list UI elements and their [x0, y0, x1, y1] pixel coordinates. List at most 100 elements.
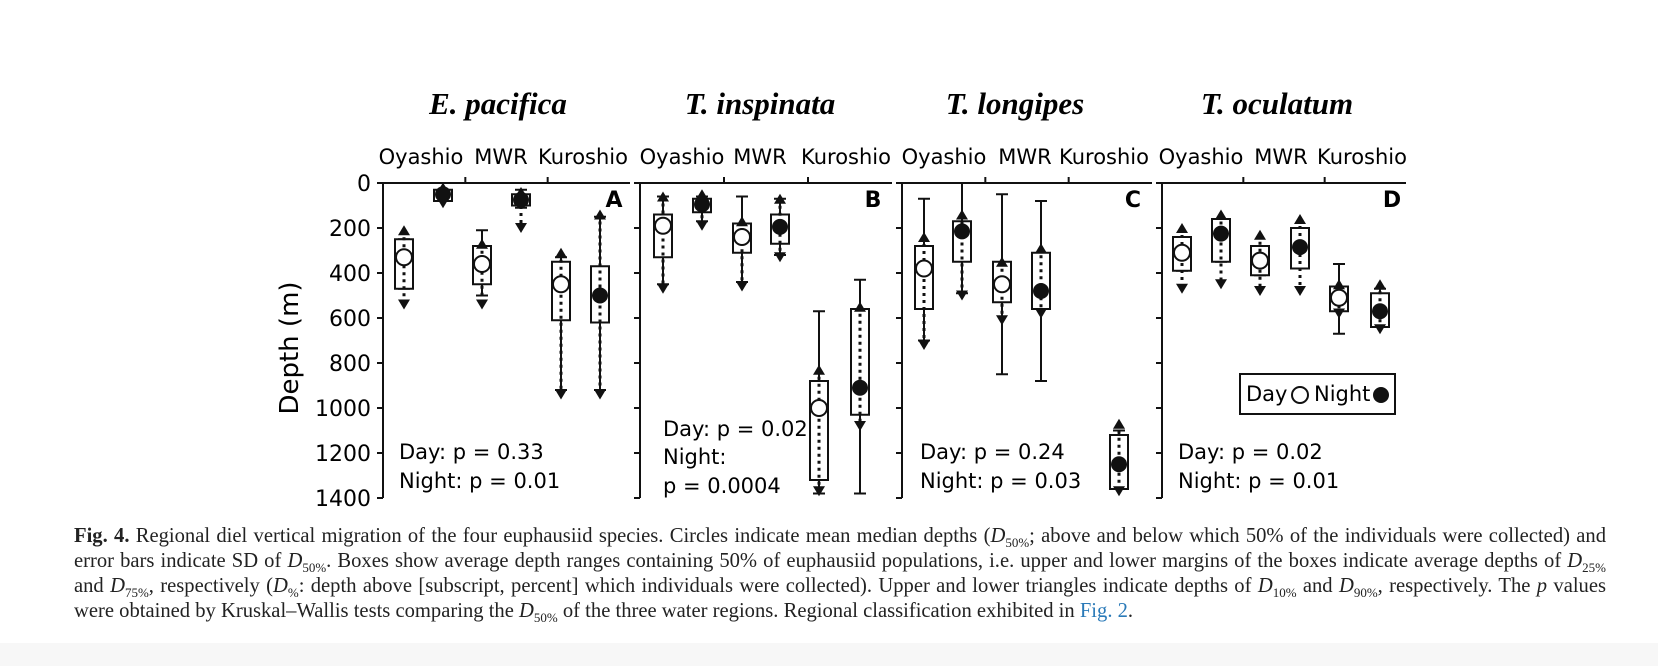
- night-median-circle: [1033, 283, 1049, 299]
- iqr-box: [1031, 251, 1051, 310]
- d10-triangle: [736, 216, 748, 227]
- caption-p-symbol: p: [1536, 575, 1548, 597]
- y-tick-label: 200: [329, 217, 371, 242]
- caption-subscript: 25%: [1582, 560, 1606, 576]
- legend-day-label: Day: [1246, 382, 1287, 406]
- night-median-circle: [435, 186, 451, 203]
- day-stat: Day: p = 0.24: [920, 440, 1065, 464]
- caption-text: of the three water regions. Regional cla…: [557, 600, 1080, 622]
- night-median-circle: [1292, 239, 1308, 256]
- region-label: MWR: [998, 145, 1051, 169]
- d10-triangle: [1254, 229, 1266, 240]
- region-label: MWR: [474, 145, 527, 169]
- y-axis-label: Depth (m): [275, 281, 305, 414]
- night-median-circle: [694, 196, 710, 213]
- legend-night-label: Night: [1314, 382, 1370, 406]
- d10-triangle: [398, 225, 410, 236]
- region-label: MWR: [1254, 145, 1307, 169]
- panel-letter: B: [865, 188, 882, 213]
- caption-text: ; above and below which 50% of the indiv…: [74, 525, 1606, 572]
- caption-d-symbol: D: [519, 600, 534, 622]
- region-label: Oyashio: [640, 145, 725, 169]
- d90-triangle: [996, 315, 1008, 326]
- caption-d-symbol: D: [1338, 575, 1354, 597]
- y-tick-label: 1200: [315, 442, 371, 467]
- caption-text: Regional diel vertical migration of the …: [129, 525, 991, 547]
- night-stat: Night: p = 0.01: [399, 469, 560, 493]
- d10-triangle: [657, 191, 669, 202]
- region-label: Kuroshio: [1059, 145, 1149, 169]
- caption-text: and: [74, 575, 111, 597]
- d10-triangle: [1215, 209, 1227, 220]
- caption-d-symbol: D: [990, 525, 1006, 547]
- night-median-circle: [772, 218, 788, 235]
- d90-triangle: [515, 223, 527, 233]
- d10-triangle: [1374, 279, 1386, 290]
- caption-text: values were obtained by Kruskal–Wallis t…: [74, 575, 1607, 622]
- d10-triangle: [813, 364, 825, 375]
- day-median-circle: [810, 399, 828, 417]
- figure-4: Depth (m) 0 200 400 600 800 1000 1200 1400 E. pac…: [275, 86, 1407, 512]
- caption-d-symbol: D: [272, 575, 288, 597]
- night-median-circle: [592, 287, 608, 304]
- panel-title: T. inspinata: [685, 86, 835, 121]
- panel-letter: D: [1383, 188, 1401, 213]
- d90-triangle: [918, 340, 930, 350]
- caption-text: , respectively. The: [1377, 575, 1537, 597]
- d10-triangle: [996, 256, 1008, 267]
- d10-triangle: [476, 238, 488, 249]
- d10-triangle: [555, 247, 567, 258]
- caption-subscript: 50%: [533, 610, 558, 626]
- day-median-circle: [654, 216, 672, 235]
- d90-triangle: [736, 281, 748, 292]
- night-label: Night:: [663, 445, 727, 469]
- figure-2-link[interactable]: Fig. 2: [1079, 600, 1128, 622]
- d90-triangle: [696, 220, 708, 231]
- caption-subscript: 50%: [302, 560, 327, 576]
- region-label: Oyashio: [902, 145, 987, 169]
- page-bottom-strip: [0, 643, 1658, 666]
- region-label: Kuroshio: [538, 145, 628, 169]
- day-median-circle: [1251, 251, 1269, 270]
- region-label: Kuroshio: [801, 145, 891, 169]
- d90-triangle: [476, 299, 488, 310]
- caption-d-symbol: D: [110, 575, 125, 597]
- d90-triangle: [1254, 286, 1266, 296]
- iqr-box: [809, 380, 829, 481]
- panel-title: T. oculatum: [1201, 86, 1353, 121]
- d10-triangle: [918, 232, 930, 242]
- region-label: Oyashio: [379, 145, 464, 169]
- d10-triangle: [1113, 418, 1125, 429]
- d10-triangle: [1176, 223, 1188, 233]
- caption-text: : depth above [subscript, percent] which…: [298, 575, 1258, 597]
- d90-triangle: [657, 283, 669, 294]
- day-median-circle: [733, 228, 751, 246]
- d90-triangle: [1035, 308, 1047, 319]
- y-tick-label: 0: [357, 172, 371, 197]
- d90-triangle: [774, 252, 786, 263]
- d10-triangle: [956, 209, 968, 220]
- caption-subscript: 75%: [124, 585, 149, 601]
- night-median-circle: [1111, 456, 1127, 473]
- night-median-circle: [954, 223, 970, 240]
- night-stat: Night: p = 0.03: [920, 469, 1081, 493]
- caption-subscript: 10%: [1272, 585, 1297, 601]
- d90-triangle: [398, 299, 410, 310]
- region-label: Oyashio: [1159, 145, 1244, 169]
- legend-night-circle: [1373, 387, 1389, 403]
- caption-d-symbol: D: [1257, 575, 1273, 597]
- d10-triangle: [854, 301, 866, 312]
- caption-subscript: 90%: [1353, 585, 1378, 601]
- d10-triangle: [1333, 279, 1345, 290]
- day-median-circle: [473, 255, 491, 273]
- caption-subscript: 50%: [1005, 535, 1030, 551]
- d90-triangle: [1215, 279, 1227, 290]
- caption-subscript: %: [287, 585, 299, 601]
- night-median-circle: [852, 379, 868, 396]
- d90-triangle: [555, 389, 567, 400]
- region-label: Kuroshio: [1317, 145, 1407, 169]
- legend-day-circle: [1291, 386, 1309, 404]
- day-stat: Day: p = 0.02: [663, 417, 808, 441]
- y-tick-label: 600: [329, 307, 371, 332]
- d10-triangle: [1035, 243, 1047, 254]
